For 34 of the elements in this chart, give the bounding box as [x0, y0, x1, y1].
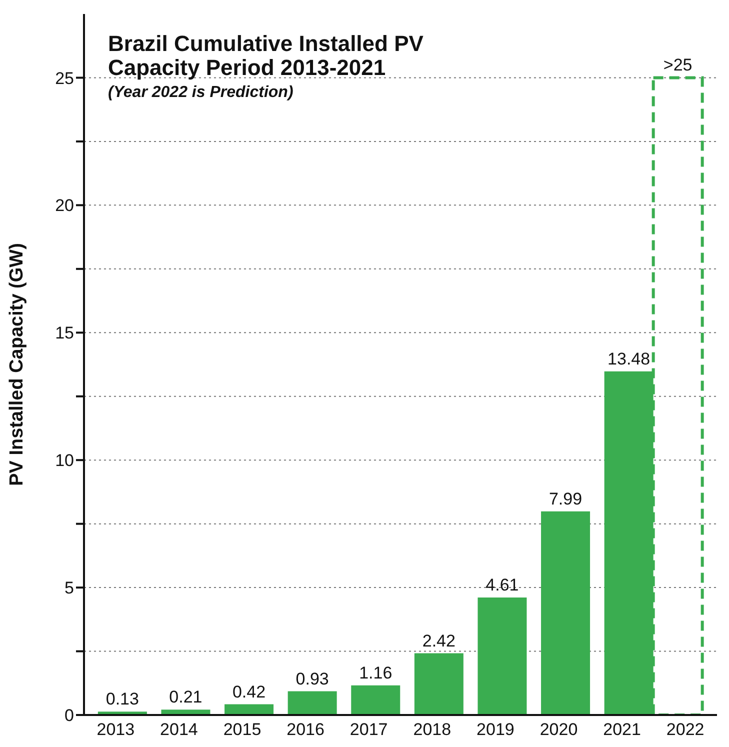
x-tick-label: 2016	[286, 720, 324, 740]
data-label: 7.99	[548, 489, 582, 508]
bar	[478, 597, 527, 715]
x-tick-label: 2020	[540, 720, 578, 740]
y-tick-label: 0	[64, 706, 74, 726]
x-tick-label: 2014	[160, 720, 198, 740]
y-tick-label: 20	[55, 196, 74, 216]
x-tick-label: 2022	[666, 720, 704, 740]
x-tick-label: 2013	[96, 720, 135, 740]
text: (Year 2022 is Prediction)	[108, 84, 294, 102]
y-axis-title: PV Installed Capacity (GW)	[6, 243, 28, 486]
data-label: 0.93	[296, 669, 329, 688]
data-label: 4.61	[486, 575, 519, 594]
x-tick-label: 2021	[603, 720, 641, 740]
data-label: 0.13	[106, 690, 139, 709]
bar	[288, 691, 337, 715]
data-label: 2.42	[422, 631, 456, 650]
data-label: 0.42	[232, 682, 266, 702]
y-tick-label: 25	[55, 68, 74, 88]
y-tick-label: 5	[64, 578, 74, 598]
bar	[351, 685, 400, 715]
data-label: 13.48	[608, 349, 650, 368]
text: Brazil Cumulative Installed PV Capacity Period 2013-2021	[108, 31, 424, 80]
bar	[414, 653, 464, 715]
x-tick-label: 2015	[223, 720, 262, 740]
y-tick-label: 10	[55, 451, 74, 470]
x-tick-label: 2018	[413, 720, 452, 740]
bar	[541, 511, 590, 715]
x-tick-label: 2019	[476, 720, 514, 740]
data-label: 1.16	[359, 663, 392, 682]
y-tick-label: 15	[55, 324, 74, 343]
data-label: >25	[663, 56, 692, 75]
x-tick-label: 2017	[350, 720, 388, 740]
data-label: 0.21	[169, 688, 202, 707]
